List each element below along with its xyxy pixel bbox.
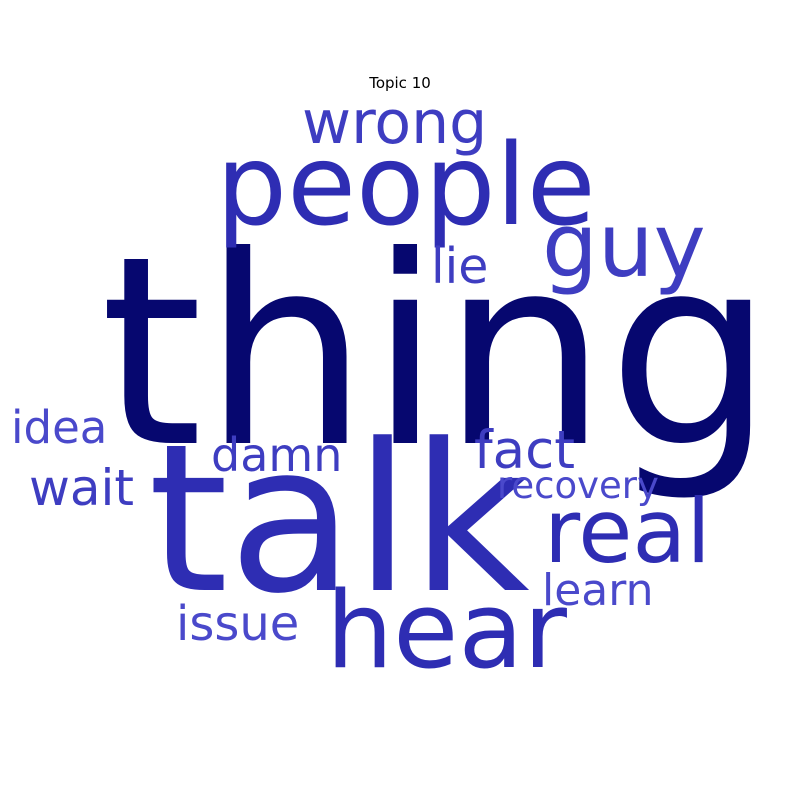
word-issue: issue	[176, 596, 300, 652]
word-lie: lie	[431, 238, 489, 295]
word-hear: hear	[326, 569, 567, 692]
word-wrong: wrong	[302, 88, 488, 158]
word-recovery: recovery	[497, 464, 659, 507]
word-learn: learn	[542, 565, 654, 616]
word-idea: idea	[11, 401, 108, 454]
word-damn: damn	[211, 428, 343, 482]
word-real: real	[544, 480, 711, 583]
word-guy: guy	[542, 194, 706, 297]
word-thing: thing	[100, 200, 774, 505]
word-cloud-title: Topic 10	[369, 74, 431, 92]
word-fact: fact	[474, 420, 576, 481]
word-people: people	[216, 121, 596, 251]
word-talk: talk	[148, 401, 530, 639]
word-wait: wait	[29, 459, 135, 517]
